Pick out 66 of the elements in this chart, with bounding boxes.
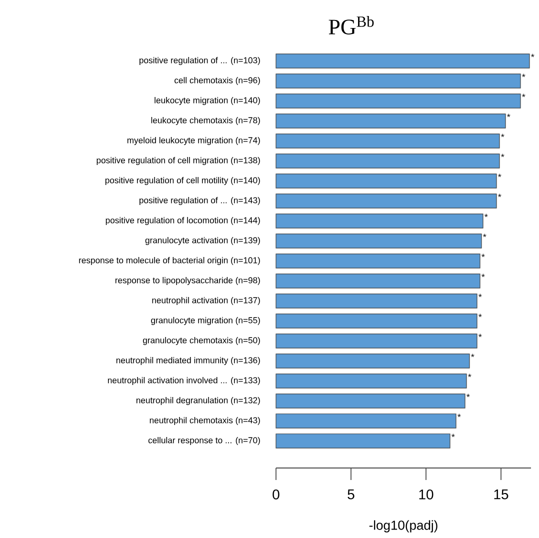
data-label: *: [471, 354, 474, 358]
data-label: *: [531, 54, 534, 58]
y-tick-label: leukocyte chemotaxis (n=78): [151, 116, 260, 126]
y-tick-label: granulocyte activation (n=139): [145, 236, 260, 245]
data-label: *: [498, 174, 502, 178]
bar: [276, 134, 500, 148]
data-label: *: [507, 114, 510, 118]
y-tick-label: response to molecule of bacterial origin (n=101): [79, 256, 260, 265]
data-label: *: [478, 334, 482, 338]
y-tick-label: neutrophil activation (n=137): [152, 296, 260, 305]
data-label: *: [522, 94, 526, 98]
y-tick-label: neutrophil chemotaxis (n=43): [150, 416, 260, 425]
data-label: *: [482, 274, 485, 278]
bar: [276, 94, 521, 108]
data-label: *: [501, 154, 504, 158]
data-label: *: [478, 314, 482, 318]
bar: [276, 354, 470, 368]
data-label: *: [452, 434, 455, 438]
data-label: *: [483, 234, 486, 238]
bar: [276, 234, 482, 248]
x-tick-label: 5: [348, 490, 354, 500]
y-tick-label: cellular response to ... (n=70): [148, 436, 260, 445]
bar: [276, 214, 484, 228]
y-tick-label: granulocyte migration (n=55): [151, 316, 260, 325]
data-label: *: [468, 374, 472, 378]
x-tick-label: 15: [494, 490, 508, 500]
y-tick-label: neutrophil degranulation (n=132): [136, 396, 260, 405]
bar: [276, 74, 521, 88]
bar: [276, 414, 456, 428]
bar: [276, 374, 467, 388]
y-tick-label: leukocyte migration (n=140): [154, 96, 260, 106]
data-label: *: [522, 74, 526, 78]
y-tick-label: positive regulation of cell motility (n=140): [105, 176, 260, 186]
y-tick-label: positive regulation of locomotion (n=144): [106, 216, 260, 225]
data-label: *: [484, 214, 488, 218]
bar: [276, 114, 506, 128]
bar: [276, 434, 450, 448]
data-label: *: [458, 414, 461, 418]
data-label: *: [466, 394, 470, 398]
data-label: *: [498, 194, 502, 198]
bar: [276, 274, 480, 288]
bar: [276, 314, 478, 328]
data-label: *: [478, 294, 482, 298]
bar: [276, 54, 530, 68]
bar: [276, 334, 478, 348]
bar: [276, 394, 466, 408]
x-tick-label: 0: [272, 490, 280, 500]
data-label: *: [501, 134, 504, 138]
y-tick-label: neutrophil activation involved ... (n=133): [108, 376, 260, 385]
bar: [276, 174, 497, 188]
chart-title: PG$^{Bb}$: [328, 16, 374, 34]
bar: [276, 254, 480, 268]
y-tick-label: positive regulation of ... (n=103): [140, 56, 260, 66]
x-tick-label: 10: [419, 490, 434, 500]
bar: [276, 294, 478, 308]
data-label: *: [482, 254, 485, 258]
bar: [276, 194, 497, 208]
bar: [276, 154, 500, 168]
y-tick-label: granulocyte chemotaxis (n=50): [142, 336, 260, 345]
y-tick-label: neutrophil mediated immunity (n=136): [116, 356, 260, 365]
y-tick-label: response to lipopolysaccharide (n=98): [115, 276, 260, 285]
x-axis-title: -log10(padj): [369, 520, 438, 532]
y-tick-label: positive regulation of cell migration (n=138): [96, 156, 260, 166]
y-tick-label: myeloid leukocyte migration (n=74): [127, 136, 260, 146]
y-tick-label: cell chemotaxis (n=96): [174, 76, 260, 85]
y-tick-label: positive regulation of ... (n=143): [140, 196, 260, 205]
